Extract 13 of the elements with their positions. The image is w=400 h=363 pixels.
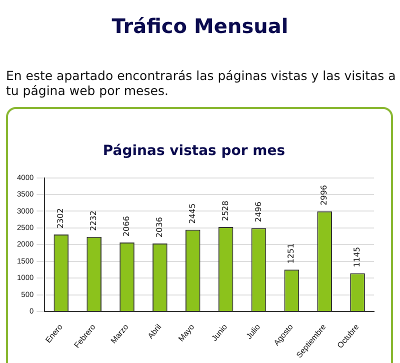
data-label: 2445	[188, 203, 197, 224]
data-label: 1251	[286, 243, 296, 264]
text: Tráfico Mensual	[110, 14, 290, 38]
data-label: 2232	[89, 210, 98, 231]
data-label: 2996	[320, 184, 329, 206]
data-label: 2302	[56, 208, 66, 229]
text: En este apartado encontrarás las páginas vistas y las visitas a tu página web por meses.	[6, 68, 397, 98]
data-label: 1145	[352, 246, 362, 268]
data-label: 2066	[122, 216, 132, 236]
data-label: 2036	[155, 217, 164, 238]
data-label: 2528	[220, 200, 230, 221]
data-label: 2496	[254, 202, 263, 222]
chart-title: Páginas vistas por mes	[102, 143, 286, 160]
